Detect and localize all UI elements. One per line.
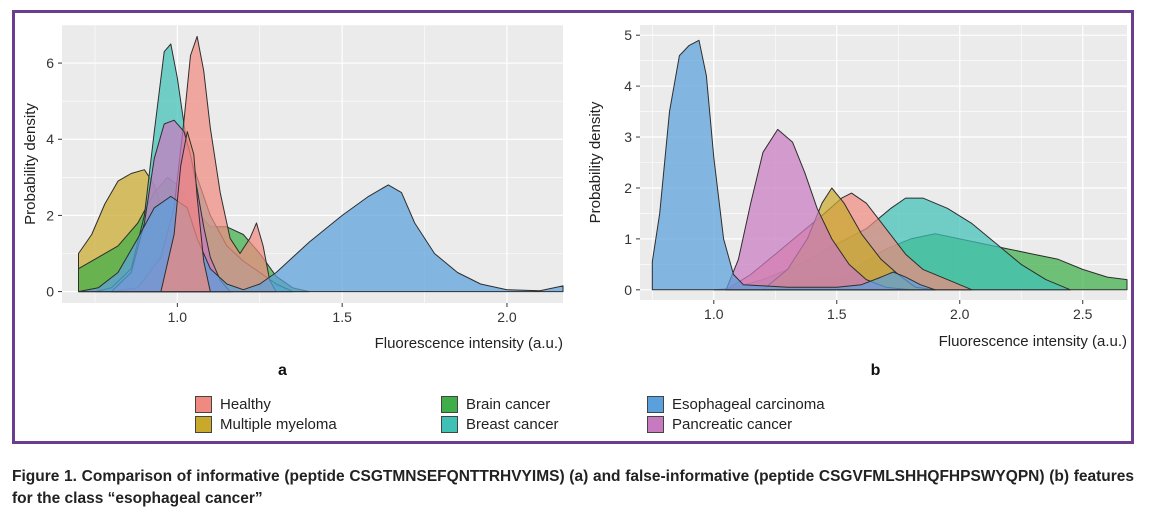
y-tick-label: 2 (624, 180, 632, 196)
density-area-healthy (160, 131, 211, 293)
legend-item-brain-cancer: Brain cancer (441, 394, 550, 414)
x-axis-label: Fluorescence intensity (a.u.) (375, 335, 563, 352)
legend-swatch (647, 395, 664, 413)
x-tick-label: 1.0 (168, 309, 188, 325)
legend-swatch (441, 395, 458, 413)
y-tick-label: 0 (46, 284, 54, 300)
legend: Healthy Brain cancer Esophageal carcinom… (195, 394, 955, 436)
x-tick-label: 1.0 (704, 306, 724, 322)
y-axis-label: Probability density (22, 103, 39, 225)
figure-frame (12, 10, 1134, 444)
legend-item-esophageal-carcinoma: Esophageal carcinoma (647, 394, 825, 414)
panel-b-plot: 1.0 1.5 2.0 2.5 0 1 2 3 4 5 Fluorescence intensity… (587, 25, 1128, 379)
legend-label: Brain cancer (466, 395, 551, 413)
legend-label: Esophageal carcinoma (672, 395, 825, 413)
legend-item-multiple-myeloma: Multiple myeloma (195, 414, 337, 434)
legend-label: Pancreatic cancer (672, 415, 793, 433)
x-tick-label: 2.0 (950, 306, 970, 322)
y-tick-label: 6 (46, 55, 54, 71)
panel-label: b (871, 362, 881, 379)
x-tick-label: 2.5 (1073, 306, 1093, 322)
figure-caption: Figure 1. Comparison of informative (pep… (12, 468, 1134, 507)
x-tick-label: 1.5 (332, 309, 352, 325)
legend-label: Breast cancer (466, 415, 559, 433)
x-axis-label: Fluorescence intensity (a.u.) (939, 333, 1127, 350)
legend-swatch (195, 395, 212, 413)
panel-label: a (278, 362, 287, 379)
legend-swatch (647, 415, 664, 433)
y-tick-label: 2 (46, 207, 54, 223)
legend-swatch (195, 415, 212, 433)
legend-label: Multiple myeloma (220, 415, 337, 433)
y-tick-label: 1 (624, 231, 632, 247)
y-tick-label: 4 (624, 78, 632, 94)
legend-swatch (441, 415, 458, 433)
y-tick-label: 0 (624, 282, 632, 298)
x-tick-label: 2.0 (497, 309, 517, 325)
panel-a-plot: 1.0 1.5 2.0 0 2 4 6 Fluorescence intensity (a.u… (22, 24, 564, 379)
y-axis-label: Probability density (587, 101, 604, 223)
density-area-esophageal-carcinoma (651, 39, 936, 291)
y-tick-label: 5 (624, 27, 632, 43)
y-tick-label: 3 (624, 129, 632, 145)
legend-label: Healthy (220, 395, 271, 413)
legend-item-pancreatic-cancer: Pancreatic cancer (647, 414, 792, 434)
legend-item-breast-cancer: Breast cancer (441, 414, 559, 434)
legend-item-healthy: Healthy (195, 394, 271, 414)
y-tick-label: 4 (46, 131, 54, 147)
x-tick-label: 1.5 (827, 306, 847, 322)
